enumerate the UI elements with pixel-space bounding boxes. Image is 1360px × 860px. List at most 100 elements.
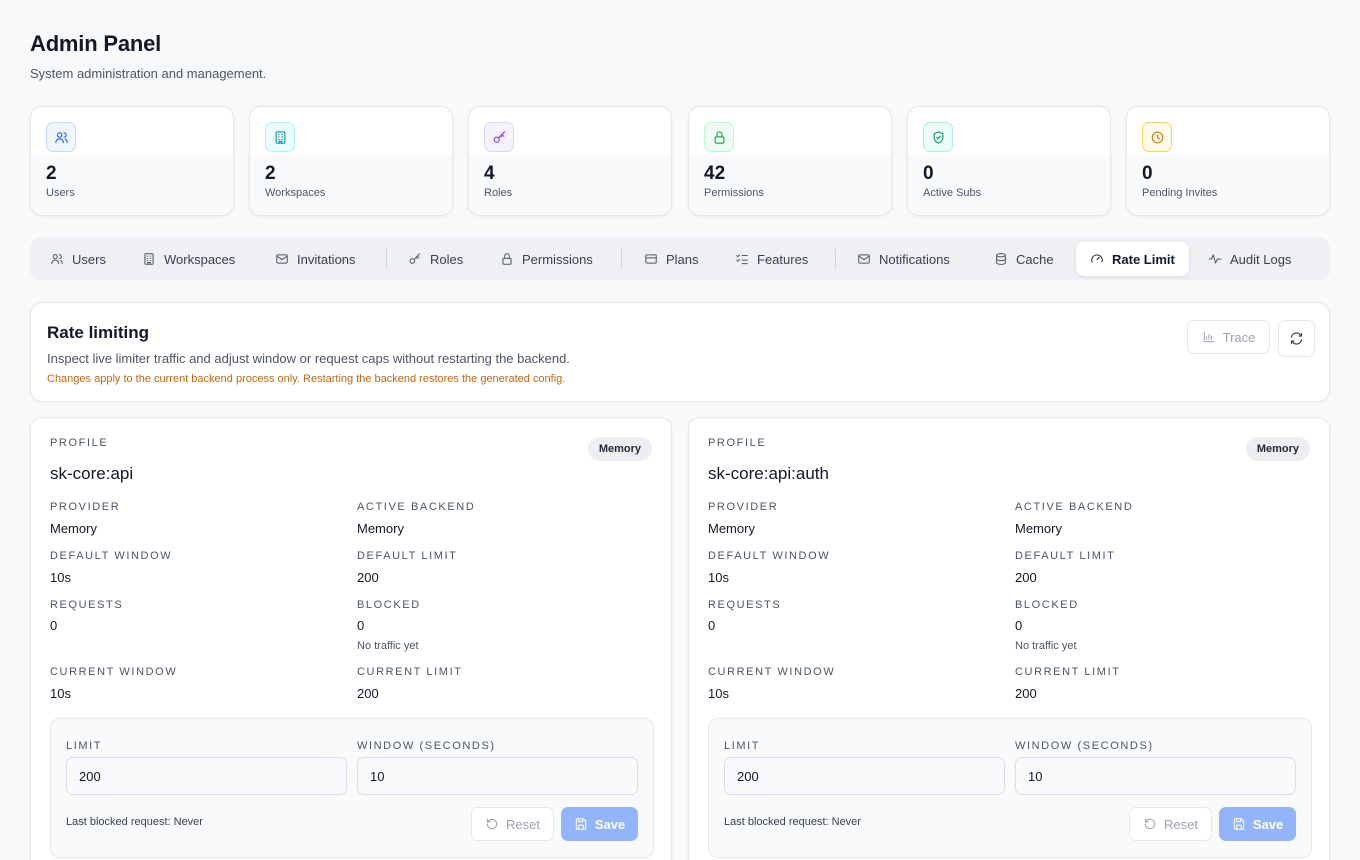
stat-label: Roles	[484, 187, 513, 199]
current-limit-caption: Current Limit	[1015, 666, 1121, 678]
reset-label: Reset	[506, 816, 540, 832]
default-limit-caption: Default Limit	[357, 550, 458, 562]
tab-label: Notifications	[879, 251, 950, 267]
clock-icon	[1142, 122, 1172, 152]
stat-card-workspaces: 2 Workspaces	[249, 106, 453, 216]
mail-icon	[858, 254, 870, 264]
default-limit-value: 200	[357, 570, 379, 585]
requests-value: 0	[708, 618, 716, 633]
tab-label: Cache	[1016, 251, 1054, 267]
save-icon	[1233, 818, 1245, 830]
stat-label: Workspaces	[265, 187, 326, 199]
tab-divider	[621, 249, 622, 269]
default-window-caption: Default Window	[708, 550, 831, 562]
current-limit-caption: Current Limit	[357, 666, 463, 678]
blocked-caption: Blocked	[1015, 599, 1079, 611]
default-window-value: 10s	[50, 570, 71, 585]
tab-features[interactable]: Features	[735, 242, 808, 276]
stat-label: Users	[46, 187, 75, 199]
page-title: Admin Panel	[30, 31, 162, 56]
page-subtitle: System administration and management.	[30, 66, 267, 81]
profile-card: Profile Memory sk-core:api:auth Provider…	[688, 417, 1330, 860]
stat-label: Permissions	[704, 187, 764, 199]
stat-card-pending-invites: 0 Pending Invites	[1126, 106, 1330, 216]
provider-caption: Provider	[50, 501, 121, 513]
tab-label: Invitations	[297, 251, 356, 267]
current-limit-value: 200	[1015, 686, 1037, 701]
stats-row: 2 Users 2 Workspaces 4 Roles 42 Permis	[30, 106, 1330, 216]
tab-notifications[interactable]: Notifications	[857, 242, 950, 276]
tab-label: Users	[72, 251, 106, 267]
current-limit-value: 200	[357, 686, 379, 701]
profile-card: Profile Memory sk-core:api Provider Memo…	[30, 417, 672, 860]
window-caption: Window (Seconds)	[357, 740, 496, 752]
stat-label: Pending Invites	[1142, 187, 1218, 199]
window-input[interactable]	[357, 757, 638, 795]
key-icon	[484, 122, 514, 152]
blocked-hint: No traffic yet	[1015, 640, 1077, 652]
save-label: Save	[594, 816, 626, 832]
profile-name: sk-core:api:auth	[708, 464, 829, 483]
requests-value: 0	[50, 618, 58, 633]
tab-plans[interactable]: Plans	[644, 242, 699, 276]
tab-invitations[interactable]: Invitations	[275, 242, 356, 276]
tab-label: Workspaces	[164, 251, 236, 267]
tab-rate-limit[interactable]: Rate Limit	[1076, 242, 1189, 276]
reset-label: Reset	[1164, 816, 1198, 832]
limit-caption: Limit	[724, 740, 761, 752]
active-backend-value: Memory	[1015, 521, 1062, 536]
tab-label: Roles	[430, 251, 464, 267]
save-button[interactable]: Save	[1219, 807, 1296, 841]
active-backend-caption: Active Backend	[1015, 501, 1134, 513]
limit-input[interactable]	[66, 757, 347, 795]
blocked-caption: Blocked	[357, 599, 421, 611]
lock-icon	[502, 253, 512, 265]
stat-label: Active Subs	[923, 187, 982, 199]
save-button[interactable]: Save	[561, 807, 638, 841]
stat-value: 0	[1142, 163, 1153, 184]
tab-label: Features	[757, 251, 809, 267]
current-window-value: 10s	[50, 686, 71, 701]
refresh-button[interactable]	[1278, 320, 1315, 357]
default-window-value: 10s	[708, 570, 729, 585]
current-window-caption: Current Window	[708, 666, 836, 678]
tab-cache[interactable]: Cache	[994, 242, 1054, 276]
save-icon	[575, 818, 587, 830]
profile-caption: Profile	[50, 437, 109, 449]
tab-label: Permissions	[522, 251, 593, 267]
tab-divider	[386, 249, 387, 269]
stat-value: 2	[265, 163, 276, 184]
limit-editor: Limit Window (Seconds) Last blocked requ…	[708, 718, 1312, 858]
tab-roles[interactable]: Roles	[408, 242, 463, 276]
backend-badge: Memory	[1245, 437, 1310, 461]
active-backend-value: Memory	[357, 521, 404, 536]
default-limit-caption: Default Limit	[1015, 550, 1116, 562]
reset-button[interactable]: Reset	[471, 807, 554, 841]
tab-workspaces[interactable]: Workspaces	[142, 242, 235, 276]
window-input[interactable]	[1015, 757, 1296, 795]
backend-badge: Memory	[587, 437, 652, 461]
users-icon	[51, 254, 63, 265]
admin-tabs: Users Workspaces Invitations Roles Permi…	[30, 238, 1330, 280]
tab-users[interactable]: Users	[50, 242, 106, 276]
activity-icon	[1208, 254, 1222, 264]
limit-input[interactable]	[724, 757, 1005, 795]
stat-card-roles: 4 Roles	[468, 106, 672, 216]
building-icon	[265, 122, 295, 152]
save-label: Save	[1252, 816, 1284, 832]
section-description: Inspect live limiter traffic and adjust …	[47, 351, 570, 366]
default-limit-value: 200	[1015, 570, 1037, 585]
limit-editor: Limit Window (Seconds) Last blocked requ…	[50, 718, 654, 858]
current-window-caption: Current Window	[50, 666, 178, 678]
tab-permissions[interactable]: Permissions	[500, 242, 593, 276]
blocked-value: 0	[1015, 618, 1023, 633]
database-icon	[996, 253, 1006, 265]
provider-value: Memory	[50, 521, 97, 536]
refresh-icon	[1290, 332, 1303, 345]
trace-button[interactable]: Trace	[1187, 320, 1270, 354]
blocked-hint: No traffic yet	[357, 640, 419, 652]
rotate-ccw-icon	[486, 818, 498, 830]
reset-button[interactable]: Reset	[1129, 807, 1212, 841]
tab-label: Rate Limit	[1112, 251, 1175, 267]
tab-audit-logs[interactable]: Audit Logs	[1208, 242, 1291, 276]
